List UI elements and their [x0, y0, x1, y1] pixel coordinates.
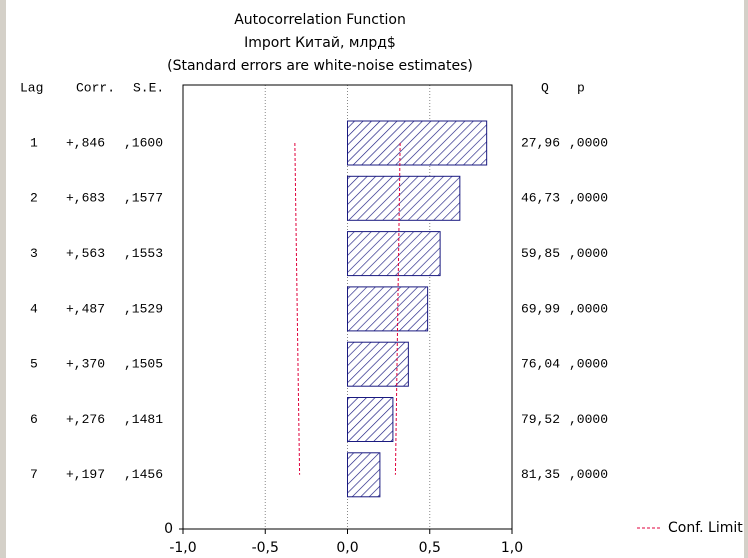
bar — [347, 341, 409, 387]
lag-label: 7 — [30, 467, 38, 482]
lag-label: 2 — [30, 191, 38, 206]
chart-subtitle: Import Китай, млрд$ — [244, 35, 396, 51]
plot-frame — [182, 84, 513, 530]
column-header: S.E. — [133, 80, 164, 95]
p-label: ,0000 — [569, 246, 608, 261]
se-label: ,1553 — [124, 246, 163, 261]
corr-label: +,846 — [66, 135, 105, 150]
bar — [347, 397, 394, 442]
q-label: 76,04 — [521, 357, 560, 372]
bar — [347, 452, 381, 498]
se-label: ,1456 — [124, 467, 163, 482]
q-label: 81,35 — [521, 467, 560, 482]
x-tick-label: -1,0 — [169, 540, 196, 556]
q-label: 27,96 — [521, 135, 560, 150]
x-tick-label: 0,0 — [336, 540, 358, 556]
se-label: ,1600 — [124, 135, 163, 150]
lag-label: 4 — [30, 301, 38, 316]
column-header: Corr. — [76, 80, 115, 95]
p-label: ,0000 — [569, 467, 608, 482]
legend-label: Conf. Limit — [668, 520, 743, 536]
y-tick-label: 0 — [164, 521, 173, 537]
conf-limit-line — [394, 142, 401, 475]
lag-label: 1 — [30, 135, 38, 150]
column-header: p — [577, 80, 585, 95]
corr-label: +,563 — [66, 246, 105, 261]
corr-label: +,276 — [66, 412, 105, 427]
corr-label: +,487 — [66, 301, 105, 316]
x-tick-label: 1,0 — [501, 540, 523, 556]
p-label: ,0000 — [569, 191, 608, 206]
corr-label: +,197 — [66, 467, 105, 482]
p-label: ,0000 — [569, 412, 608, 427]
p-label: ,0000 — [569, 135, 608, 150]
lag-label: 5 — [30, 357, 38, 372]
chart-title: Autocorrelation Function — [234, 12, 406, 28]
se-label: ,1481 — [124, 412, 163, 427]
q-label: 46,73 — [521, 191, 560, 206]
bar — [347, 120, 488, 166]
conf-limit-line — [294, 142, 301, 475]
corr-label: +,370 — [66, 357, 105, 372]
se-label: ,1505 — [124, 357, 163, 372]
q-label: 79,52 — [521, 412, 560, 427]
window-edge — [0, 0, 6, 558]
p-label: ,0000 — [569, 301, 608, 316]
lag-label: 6 — [30, 412, 38, 427]
chart-note: (Standard errors are white-noise estimat… — [167, 58, 473, 74]
q-label: 69,99 — [521, 301, 560, 316]
bar — [347, 175, 461, 221]
window-edge — [744, 0, 748, 558]
bar — [347, 231, 441, 277]
se-label: ,1529 — [124, 301, 163, 316]
corr-label: +,683 — [66, 191, 105, 206]
column-header: Q — [541, 80, 549, 95]
p-label: ,0000 — [569, 357, 608, 372]
q-label: 59,85 — [521, 246, 560, 261]
bar — [347, 286, 429, 332]
lag-label: 3 — [30, 246, 38, 261]
x-tick-label: -0,5 — [252, 540, 279, 556]
se-label: ,1577 — [124, 191, 163, 206]
column-header: Lag — [20, 80, 43, 95]
x-tick-label: 0,5 — [419, 540, 441, 556]
